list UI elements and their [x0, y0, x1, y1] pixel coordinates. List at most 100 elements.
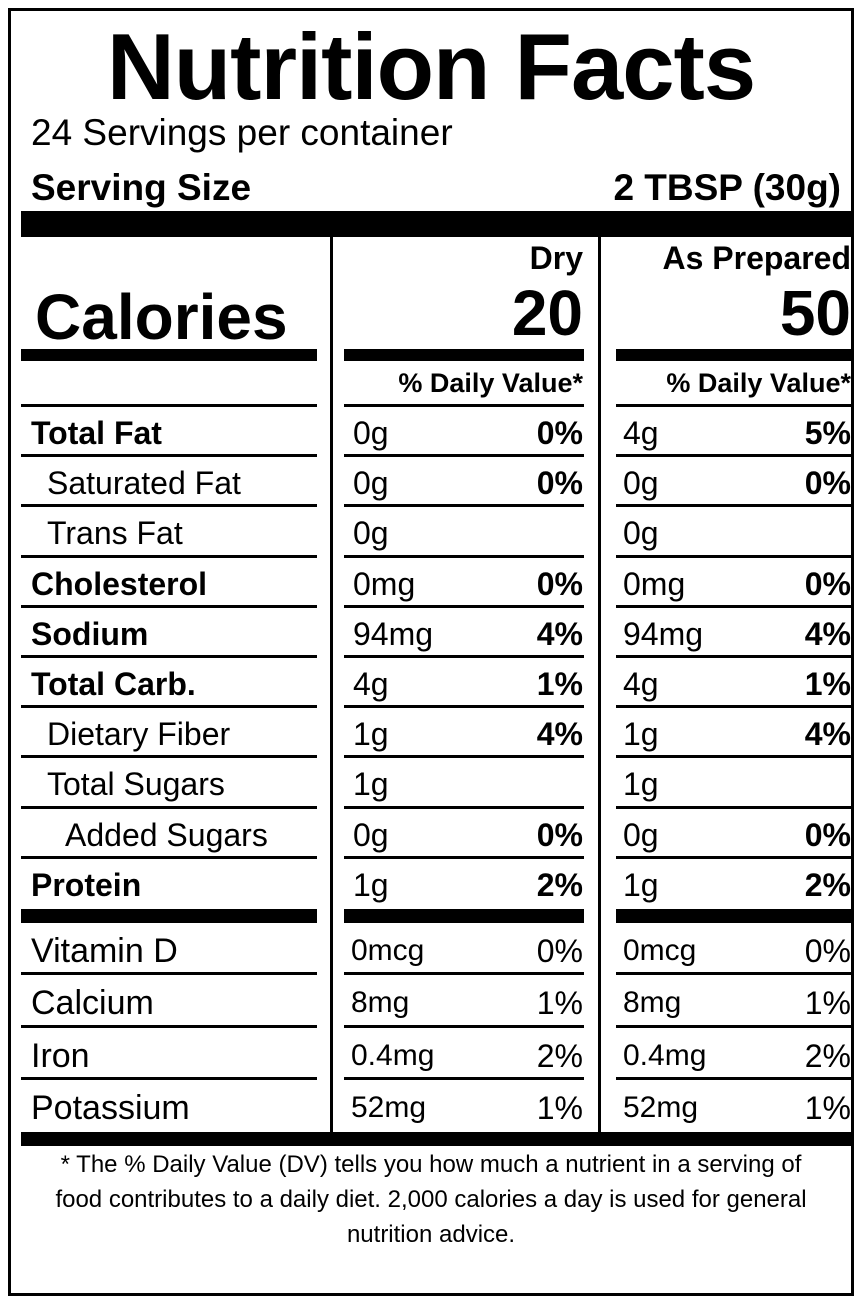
vitamin-divider-2 [616, 1076, 851, 1080]
nutrient-divider-1 [344, 554, 584, 558]
nutrient-divider-1 [344, 504, 584, 508]
prepared-daily-value: 1% [804, 1089, 851, 1126]
vitamin-name: Vitamin D [31, 932, 178, 970]
dry-daily-value: 1% [536, 666, 583, 702]
nutrient-row: Total Sugars 1g 1g [11, 758, 851, 808]
prepared-daily-value: 1% [804, 666, 851, 702]
dry-amount: 1g [353, 866, 389, 903]
nutrient-divider-2 [616, 855, 851, 859]
nutrient-row: Total Fat 0g 0% 4g 5% [11, 407, 851, 457]
dry-daily-value: 1% [536, 985, 583, 1022]
thick-divider-top [21, 211, 851, 237]
thick-divider-bottom [21, 1132, 851, 1146]
nutrient-divider-2 [616, 504, 851, 508]
dry-calories-value: 20 [511, 277, 583, 349]
nutrient-divider-0 [21, 655, 317, 658]
dry-amount: 0mg [353, 565, 416, 602]
nutrient-divider-top-1 [344, 404, 584, 407]
nutrient-name: Added Sugars [65, 816, 268, 853]
prepared-daily-value: 0% [804, 565, 851, 602]
prepared-amount: 4g [623, 415, 659, 451]
dry-amount: 52mg [351, 1090, 427, 1124]
footnote: * The % Daily Value (DV) tells you how m… [55, 1151, 807, 1248]
nutrient-name: Total Carb. [31, 666, 196, 702]
prepared-daily-value: 0% [804, 816, 851, 853]
nutrient-divider-2 [616, 554, 851, 558]
prepared-daily-value: 4% [804, 716, 851, 753]
nutrient-divider-0 [21, 705, 317, 709]
nutrient-divider-2 [616, 604, 851, 608]
nutrient-name: Protein [31, 866, 142, 903]
prepared-daily-value: 2% [804, 1037, 851, 1074]
nutrient-divider-1 [344, 604, 584, 608]
prepared-daily-value: 1% [804, 985, 851, 1022]
nutrient-name: Total Fat [31, 415, 162, 451]
prepared-amount: 94mg [623, 615, 704, 652]
nutrient-row: Sodium 94mg 4% 94mg 4% [11, 608, 851, 658]
nutrient-divider-1 [344, 855, 584, 859]
servings-per-container: 24 Servings per container [31, 112, 453, 153]
vitamin-divider-1 [344, 972, 584, 976]
vitamin-divider-0 [21, 1024, 317, 1028]
nutrient-divider-1 [344, 705, 584, 709]
dry-daily-value-header: % Daily Value* [398, 368, 583, 398]
prepared-amount: 0.4mg [623, 1038, 707, 1072]
dry-amount: 0g [353, 415, 389, 451]
nutrient-divider-2 [616, 705, 851, 709]
thick-divider-vitamins-dry [344, 909, 584, 923]
nutrient-row: Trans Fat 0g 0g [11, 507, 851, 557]
vitamin-divider-0 [21, 972, 317, 976]
serving-size-value: 2 TBSP (30g) [613, 167, 841, 208]
dry-daily-value: 2% [536, 1037, 583, 1074]
nutrient-divider-top-2 [616, 404, 851, 407]
dry-amount: 8mg [351, 986, 410, 1020]
calories-divider-prepared [616, 349, 851, 361]
nutrient-row: Dietary Fiber 1g 4% 1g 4% [11, 708, 851, 758]
prepared-daily-value: 0% [804, 465, 851, 502]
prepared-daily-value: 0% [804, 933, 851, 969]
vitamin-row: Potassium 52mg 1% 52mg 1% [11, 1080, 851, 1132]
vitamin-divider-1 [344, 1076, 584, 1080]
vitamin-name: Iron [31, 1036, 90, 1075]
nutrient-divider-1 [344, 454, 584, 458]
prepared-amount: 1g [623, 866, 659, 903]
thick-divider-vitamins [21, 909, 317, 923]
nutrient-row: Total Carb. 4g 1% 4g 1% [11, 658, 851, 708]
nutrient-row: Saturated Fat 0g 0% 0g 0% [11, 457, 851, 507]
prepared-daily-value-header: % Daily Value* [666, 368, 851, 398]
nutrient-name: Trans Fat [47, 515, 183, 552]
prepared-amount: 52mg [623, 1090, 699, 1124]
dry-daily-value: 4% [536, 716, 583, 753]
nutrient-divider-2 [616, 454, 851, 458]
dry-amount: 1g [353, 766, 389, 803]
column-divider-left [330, 237, 333, 1132]
nutrient-divider-0 [21, 454, 317, 458]
serving-size-label: Serving Size [31, 167, 252, 208]
dry-daily-value: 0% [536, 465, 583, 502]
nutrient-row: Protein 1g 2% 1g 2% [11, 859, 851, 909]
nutrient-row: Cholesterol 0mg 0% 0mg 0% [11, 558, 851, 608]
vitamin-divider-1 [344, 1024, 584, 1028]
column-divider-right [598, 237, 601, 1132]
nutrient-divider-0 [21, 554, 317, 558]
prepared-amount: 1g [623, 716, 659, 753]
prepared-daily-value: 5% [804, 415, 851, 451]
nutrient-name: Dietary Fiber [47, 716, 231, 753]
dry-daily-value: 0% [536, 933, 583, 969]
prepared-amount: 4g [623, 666, 659, 702]
nutrient-name: Saturated Fat [47, 465, 241, 502]
calories-divider-name [21, 349, 317, 361]
prepared-amount: 1g [623, 766, 659, 803]
prepared-daily-value: 2% [804, 866, 851, 903]
dry-amount: 0g [353, 816, 389, 853]
dry-amount: 0.4mg [351, 1038, 435, 1072]
label-title: Nutrition Facts [106, 14, 756, 119]
vitamin-row: Calcium 8mg 1% 8mg 1% [11, 975, 851, 1027]
prepared-column-header: As Prepared [662, 240, 851, 276]
dry-daily-value: 0% [536, 816, 583, 853]
nutrient-name: Sodium [31, 615, 149, 652]
nutrient-divider-top-0 [21, 404, 317, 407]
nutrient-divider-2 [616, 655, 851, 658]
dry-amount: 94mg [353, 615, 434, 652]
dry-daily-value: 0% [536, 415, 583, 451]
